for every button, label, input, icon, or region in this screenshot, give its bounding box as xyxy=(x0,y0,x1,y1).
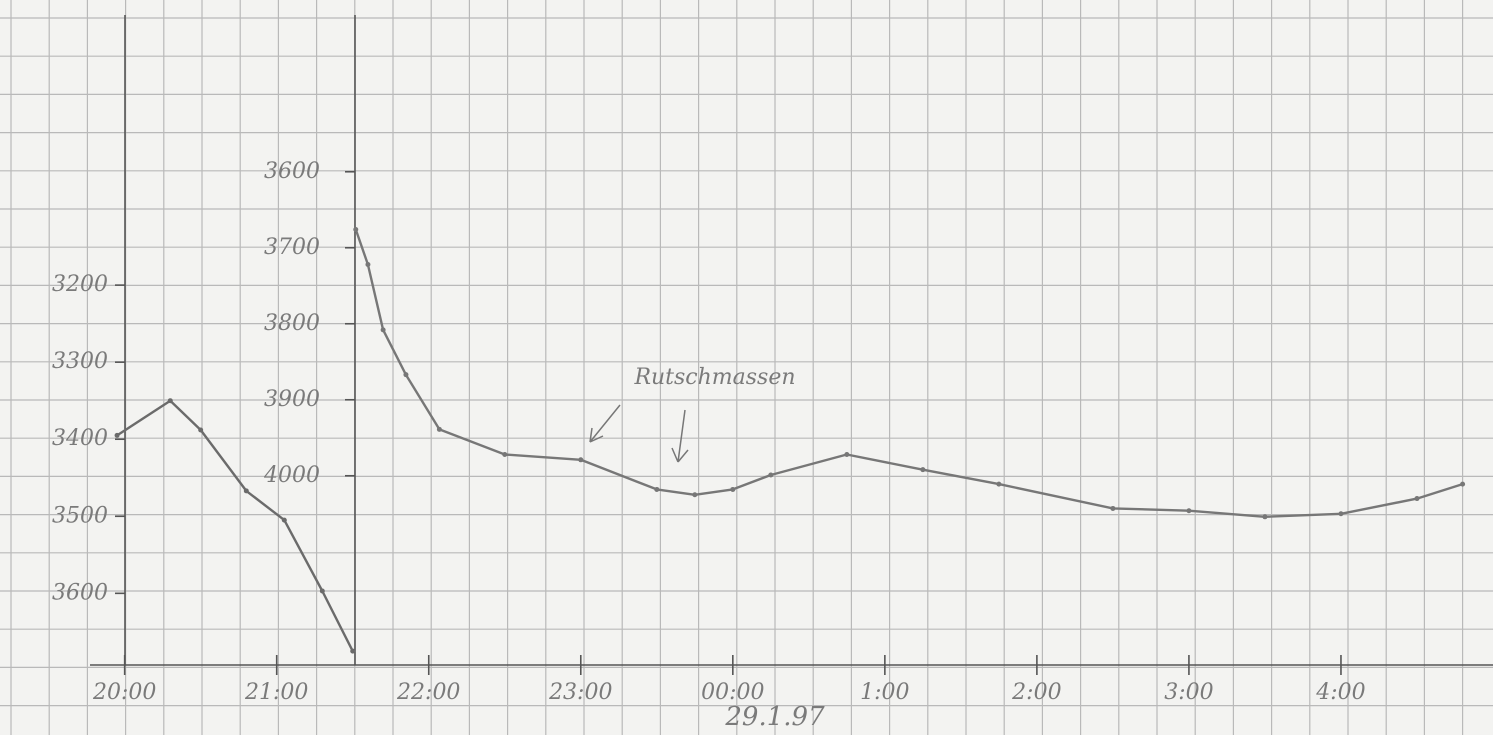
x-tick-label: 21:00 xyxy=(244,680,308,705)
y-tick-label: 3500 xyxy=(52,503,108,528)
series-point xyxy=(502,451,508,457)
x-tick-label: 3:00 xyxy=(1164,680,1213,705)
y2-tick-label: 4000 xyxy=(263,463,320,488)
series-point xyxy=(1262,514,1268,520)
series-point xyxy=(844,451,850,457)
series-point xyxy=(654,486,660,492)
series-point xyxy=(319,588,325,594)
series-point xyxy=(380,327,386,333)
series-line xyxy=(354,229,1463,518)
y2-tick-label: 3900 xyxy=(264,387,320,412)
series-point xyxy=(1186,508,1192,514)
x-tick-label: 2:00 xyxy=(1011,680,1061,705)
series-point xyxy=(281,517,287,523)
x-tick-label: 23:00 xyxy=(548,680,612,705)
series-point xyxy=(243,488,249,494)
series-point xyxy=(1460,481,1466,487)
series-point xyxy=(167,398,173,404)
annotation-arrow xyxy=(589,404,621,443)
series-point xyxy=(1110,505,1116,511)
series-point xyxy=(353,227,359,233)
series-point xyxy=(578,457,584,463)
x-tick-label: 22:00 xyxy=(396,680,460,705)
y-tick-label: 3300 xyxy=(52,349,108,374)
series-point xyxy=(920,467,926,473)
series-point xyxy=(1338,511,1344,517)
y-tick-label: 3600 xyxy=(52,580,108,605)
series-point xyxy=(768,472,774,478)
date-label: 29.1.97 xyxy=(724,702,825,732)
series-point xyxy=(1414,496,1420,502)
annotation-arrow xyxy=(671,409,689,463)
x-tick-label: 4:00 xyxy=(1315,680,1365,705)
x-tick-label: 1:00 xyxy=(860,680,909,705)
series-point xyxy=(996,481,1002,487)
y2-tick-label: 3800 xyxy=(264,311,320,336)
y2-tick-label: 3700 xyxy=(264,235,320,260)
y-tick-label: 3200 xyxy=(52,272,108,297)
y2-tick-label: 3600 xyxy=(264,159,320,184)
series-point xyxy=(350,648,356,654)
series-point xyxy=(692,492,698,498)
x-tick-label: 20:00 xyxy=(92,680,156,705)
series-point xyxy=(730,486,736,492)
series-point xyxy=(198,427,204,433)
x-tick-label: 00:00 xyxy=(701,680,764,705)
series-point xyxy=(436,426,442,432)
annotation: Rutschmassen xyxy=(633,365,795,390)
series-point xyxy=(365,261,371,267)
series-point xyxy=(403,372,409,378)
series-point xyxy=(114,432,120,438)
y-tick-label: 3400 xyxy=(52,426,108,451)
